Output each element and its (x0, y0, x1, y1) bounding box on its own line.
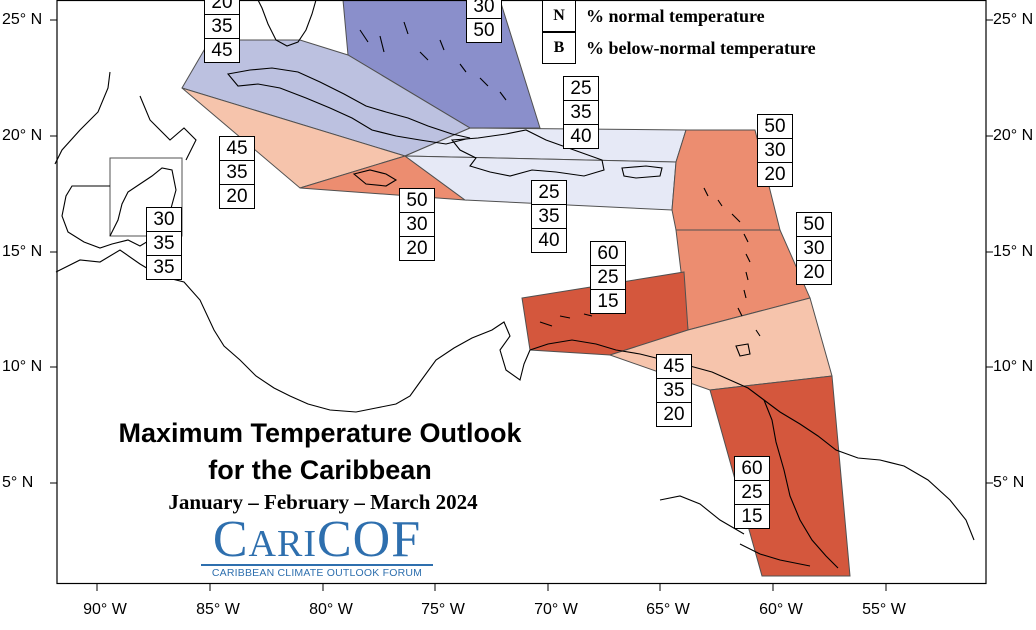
prob-value: 35 (532, 204, 566, 228)
legend-key-below: B (542, 32, 576, 64)
caricof-logo: CARICOF CARIBBEAN CLIMATE OUTLOOK FORUM (201, 510, 433, 580)
caricof-wordmark: CARICOF (201, 510, 433, 569)
caricof-subtitle: CARIBBEAN CLIMATE OUTLOOK FORUM (211, 567, 423, 579)
lat-label-15n: 15° N (2, 243, 43, 260)
lon-label-75w: 75° W (421, 601, 465, 618)
map-title-line2: for the Caribbean (208, 455, 432, 485)
coastline-puerto-rico (621, 165, 663, 179)
prob-box-leeward-islands: 50 30 20 (757, 114, 793, 187)
lon-label-85w: 85° W (196, 601, 240, 618)
prob-box-guianas: 60 25 15 (734, 456, 770, 529)
prob-value: 35 (147, 255, 181, 279)
prob-value: 50 (406, 190, 428, 211)
prob-value: 30 (400, 212, 434, 236)
lat-label-5n: 5° N (2, 474, 34, 491)
prob-value: 50 (467, 18, 501, 42)
lon-label-80w: 80° W (309, 601, 353, 618)
lat-label-right-15n: 15° N (993, 243, 1034, 260)
prob-value: 15 (591, 289, 625, 313)
coastline-hispaniola (450, 129, 605, 177)
prob-box-hispaniola-south: 25 35 40 (531, 180, 567, 253)
prob-value: 40 (564, 124, 598, 148)
map-title-line1: Maximum Temperature Outlook (118, 418, 522, 448)
lat-label-20n: 20° N (2, 127, 43, 144)
prob-value: 45 (663, 356, 685, 377)
legend-label-normal: % normal temperature (586, 5, 765, 26)
prob-value: 30 (758, 138, 792, 162)
prob-value: 20 (211, 0, 233, 13)
map-frame (56, 0, 987, 585)
prob-value: 30 (473, 0, 495, 17)
prob-value: 45 (226, 138, 248, 159)
coastline-lesser-antilles (703, 187, 761, 357)
legend-label-below: % below-normal temperature (586, 37, 816, 58)
prob-value: 30 (797, 236, 831, 260)
zone-belize (109, 157, 183, 237)
prob-value: 35 (147, 231, 181, 255)
prob-value: 15 (735, 504, 769, 528)
coastline-abc-islands (539, 313, 593, 327)
prob-value: 20 (220, 184, 254, 208)
prob-box-bahamas: 30 50 (466, 0, 502, 43)
prob-value: 20 (657, 402, 691, 426)
prob-value: 60 (597, 243, 619, 264)
lat-label-right-10n: 10° N (993, 358, 1034, 375)
coastline-florida (257, 0, 317, 47)
prob-value: 35 (220, 160, 254, 184)
prob-value: 25 (735, 480, 769, 504)
lon-label-65w: 65° W (646, 601, 690, 618)
prob-value: 25 (538, 182, 560, 203)
prob-box-windward-islands: 50 30 20 (796, 212, 832, 285)
prob-value: 40 (532, 228, 566, 252)
logo-letter-c: C (212, 511, 249, 568)
zone-guianas (709, 375, 851, 577)
prob-box-hispaniola-north: 25 35 40 (563, 76, 599, 149)
prob-box-abc-islands: 60 25 15 (590, 241, 626, 314)
prob-value: 20 (797, 260, 831, 284)
logo-letters-ari: ARI (248, 523, 317, 565)
lat-label-10n: 10° N (2, 358, 43, 375)
prob-value: 35 (564, 100, 598, 124)
prob-value: 50 (764, 116, 786, 137)
prob-value: 30 (153, 209, 175, 230)
legend-below: B % below-normal temperature (542, 32, 816, 64)
prob-box-belize: 30 35 35 (146, 207, 182, 280)
logo-letters-cof: COF (316, 511, 422, 568)
lat-label-right-25n: 25° N (993, 11, 1034, 28)
forecast-period: January – February – March 2024 (168, 490, 478, 514)
prob-value: 25 (591, 265, 625, 289)
prob-value: 20 (400, 236, 434, 260)
lon-label-70w: 70° W (534, 601, 578, 618)
lat-label-right-5n: 5° N (993, 474, 1025, 491)
coastline-bahamas (359, 21, 507, 101)
legend-key-normal: N (542, 0, 576, 32)
prob-value: 45 (205, 38, 239, 62)
logo-rule (201, 564, 433, 566)
prob-box-cuba-west: 20 35 45 (204, 0, 240, 63)
prob-value: 20 (758, 162, 792, 186)
coastline-south-america-inland (659, 399, 839, 569)
prob-value: 25 (570, 78, 592, 99)
coastline-central-america (55, 249, 531, 413)
lon-label-60w: 60° W (759, 601, 803, 618)
lon-label-90w: 90° W (83, 601, 127, 618)
lat-label-right-20n: 20° N (993, 127, 1034, 144)
prob-box-cuba-caymans: 45 35 20 (219, 136, 255, 209)
lat-label-25n: 25° N (2, 11, 43, 28)
prob-value: 60 (741, 458, 763, 479)
prob-value: 35 (205, 14, 239, 38)
coastline-jamaica (352, 169, 398, 187)
prob-value: 35 (657, 378, 691, 402)
prob-box-jamaica: 50 30 20 (399, 188, 435, 261)
lon-label-55w: 55° W (862, 601, 906, 618)
coastline-gulf (54, 71, 197, 165)
prob-value: 50 (803, 214, 825, 235)
legend-normal: N % normal temperature (542, 0, 765, 32)
coastline-cuba (226, 67, 471, 145)
prob-box-trinidad-tobago: 45 35 20 (656, 354, 692, 427)
